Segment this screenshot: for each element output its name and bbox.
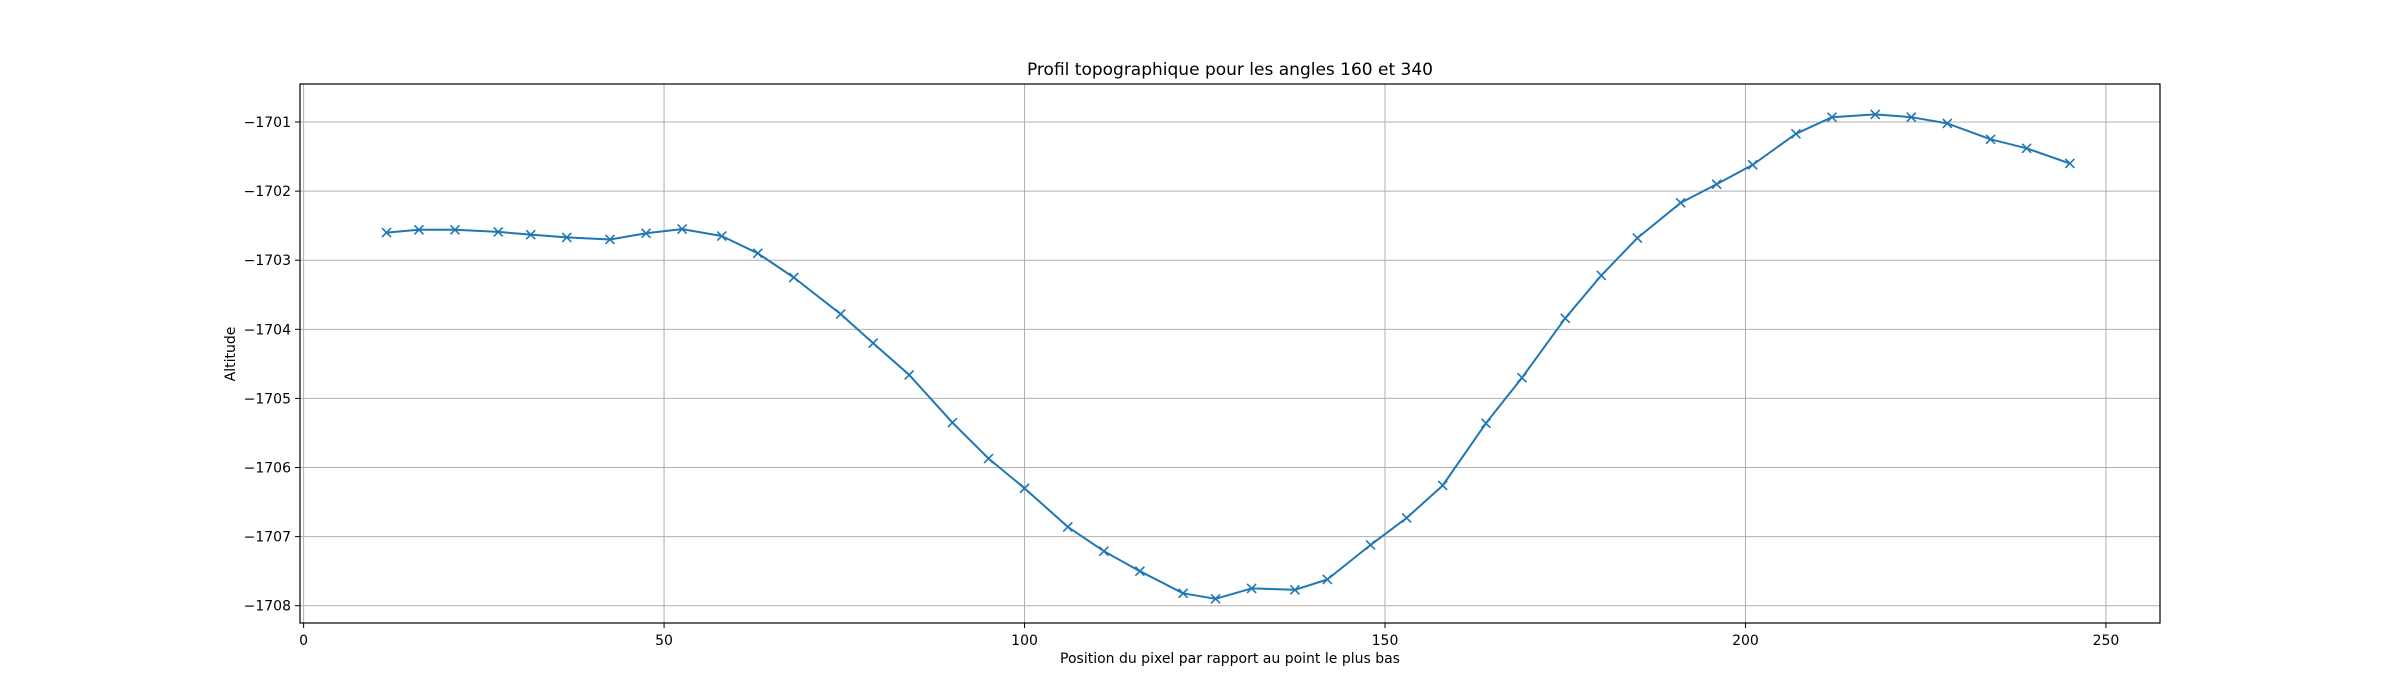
y-tick-label: −1707 bbox=[244, 530, 291, 546]
data-point-marker bbox=[1480, 418, 1491, 429]
data-point-marker bbox=[1062, 521, 1073, 533]
data-point-marker bbox=[1632, 233, 1643, 244]
x-axis-label: Position du pixel par rapport au point l… bbox=[1060, 651, 1400, 667]
data-point-marker bbox=[1870, 109, 1881, 120]
data-point-marker bbox=[1134, 566, 1145, 577]
data-point-marker bbox=[716, 230, 727, 242]
data-point-marker bbox=[640, 228, 652, 239]
data-point-marker bbox=[525, 229, 536, 240]
y-axis-label: Altitude bbox=[223, 327, 239, 382]
x-tick-label: 150 bbox=[1372, 633, 1399, 649]
chart-title: Profil topographique pour les angles 160… bbox=[1027, 60, 1433, 80]
y-tick-label: −1702 bbox=[244, 184, 291, 200]
data-point-marker bbox=[947, 417, 958, 428]
data-point-marker bbox=[1985, 134, 1996, 145]
grid bbox=[300, 84, 2160, 623]
data-point-marker bbox=[1322, 574, 1333, 585]
data-point-marker bbox=[1942, 118, 1953, 129]
data-point-marker bbox=[1906, 112, 1917, 123]
y-tick-label: −1703 bbox=[244, 253, 291, 269]
data-point-marker bbox=[752, 248, 763, 259]
data-point-marker bbox=[604, 234, 616, 245]
data-point-marker bbox=[677, 224, 688, 235]
plot-frame bbox=[299, 83, 2161, 624]
x-tick-label: 50 bbox=[655, 633, 673, 649]
x-tick-label: 250 bbox=[2093, 633, 2120, 649]
x-tick-label: 0 bbox=[299, 633, 308, 649]
data-point-marker bbox=[2021, 143, 2032, 154]
data-point-marker bbox=[1437, 480, 1448, 491]
data-point-marker bbox=[1790, 128, 1801, 139]
data-point-marker bbox=[493, 226, 504, 237]
series-group bbox=[381, 109, 2075, 604]
data-point-marker bbox=[1711, 179, 1722, 190]
data-point-marker bbox=[2064, 158, 2075, 169]
y-tick-label: −1708 bbox=[244, 599, 291, 615]
data-point-marker bbox=[1826, 112, 1838, 123]
data-point-marker bbox=[413, 224, 425, 235]
y-tick-label: −1701 bbox=[244, 115, 291, 131]
data-point-marker bbox=[1675, 197, 1686, 208]
data-point-marker bbox=[1098, 546, 1109, 557]
x-tick-label: 200 bbox=[1732, 633, 1759, 649]
data-point-marker bbox=[1401, 512, 1412, 524]
data-point-marker bbox=[788, 272, 799, 283]
data-point-marker bbox=[1246, 583, 1257, 594]
axes-ticks: 0 50 100 150 200 250 −1701 −1702 −1703 −1704 −1705… bbox=[244, 115, 2120, 649]
data-point-marker bbox=[868, 338, 879, 349]
data-point-marker bbox=[1178, 588, 1189, 599]
x-tick-label: 100 bbox=[1011, 633, 1038, 649]
data-point-marker bbox=[449, 224, 461, 235]
data-point-marker bbox=[1365, 539, 1376, 550]
data-point-marker bbox=[561, 232, 572, 243]
y-tick-label: −1704 bbox=[244, 322, 291, 338]
data-point-marker bbox=[983, 453, 994, 464]
data-point-marker bbox=[904, 369, 915, 380]
data-point-marker bbox=[1019, 483, 1030, 494]
data-point-marker bbox=[1516, 372, 1528, 383]
data-point-marker bbox=[381, 227, 392, 238]
data-point-marker bbox=[1560, 313, 1571, 324]
data-point-marker bbox=[1289, 584, 1300, 595]
data-point-marker bbox=[1596, 270, 1607, 281]
data-point-marker bbox=[835, 309, 846, 320]
y-tick-label: −1705 bbox=[244, 391, 291, 407]
y-tick-label: −1706 bbox=[244, 461, 291, 477]
data-point-marker bbox=[1747, 159, 1758, 170]
data-point-marker bbox=[1210, 593, 1221, 604]
